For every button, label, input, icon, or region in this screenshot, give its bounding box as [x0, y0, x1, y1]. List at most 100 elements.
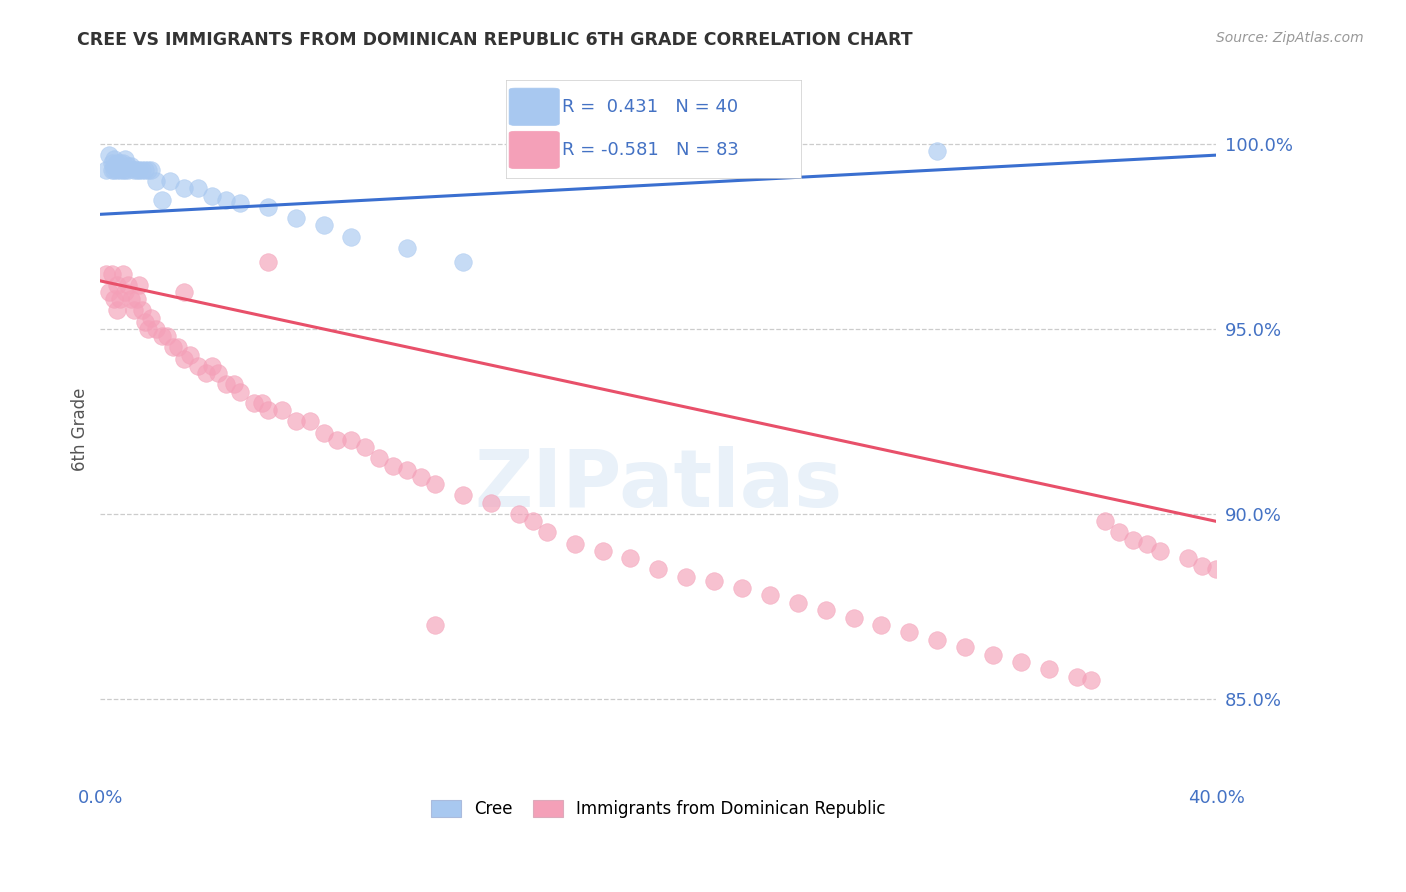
- Point: [786, 596, 808, 610]
- Point: [1010, 655, 1032, 669]
- Point: [536, 525, 558, 540]
- Point: [173, 351, 195, 366]
- Point: [1205, 562, 1227, 576]
- Point: [103, 162, 125, 177]
- Point: [136, 162, 159, 177]
- Point: [125, 293, 148, 307]
- Point: [451, 255, 474, 269]
- Point: [256, 255, 278, 269]
- Point: [117, 162, 139, 177]
- Point: [675, 570, 697, 584]
- Text: R =  0.431   N = 40: R = 0.431 N = 40: [562, 98, 738, 116]
- Point: [250, 396, 273, 410]
- Point: [139, 162, 162, 177]
- Point: [224, 377, 246, 392]
- Point: [103, 159, 125, 173]
- Point: [131, 303, 153, 318]
- Point: [396, 462, 419, 476]
- Point: [111, 155, 134, 169]
- Point: [94, 267, 117, 281]
- Point: [122, 303, 145, 318]
- Point: [100, 162, 122, 177]
- Point: [927, 632, 949, 647]
- Point: [100, 155, 122, 169]
- Point: [1080, 673, 1102, 688]
- Point: [423, 477, 446, 491]
- Point: [108, 293, 131, 307]
- Point: [108, 162, 131, 177]
- Point: [134, 162, 156, 177]
- FancyBboxPatch shape: [509, 131, 560, 169]
- Point: [703, 574, 725, 588]
- Point: [340, 433, 363, 447]
- Point: [128, 277, 150, 292]
- Point: [382, 458, 405, 473]
- Point: [215, 193, 238, 207]
- Point: [103, 293, 125, 307]
- Point: [284, 211, 307, 225]
- Point: [423, 618, 446, 632]
- Legend: Cree, Immigrants from Dominican Republic: Cree, Immigrants from Dominican Republic: [425, 793, 893, 825]
- Point: [117, 277, 139, 292]
- Point: [927, 145, 949, 159]
- Point: [1108, 525, 1130, 540]
- Point: [298, 415, 321, 429]
- Point: [108, 155, 131, 169]
- Point: [159, 174, 181, 188]
- Point: [187, 181, 209, 195]
- Point: [312, 425, 335, 440]
- Point: [354, 441, 377, 455]
- Point: [411, 470, 433, 484]
- Point: [647, 562, 669, 576]
- Point: [167, 341, 190, 355]
- Point: [619, 551, 641, 566]
- Point: [1122, 533, 1144, 547]
- Point: [508, 507, 530, 521]
- Point: [125, 162, 148, 177]
- Point: [201, 359, 224, 373]
- Point: [120, 159, 142, 173]
- Point: [117, 159, 139, 173]
- Point: [1191, 558, 1213, 573]
- Point: [105, 162, 128, 177]
- Point: [128, 162, 150, 177]
- Text: Source: ZipAtlas.com: Source: ZipAtlas.com: [1216, 31, 1364, 45]
- Point: [150, 193, 173, 207]
- Text: R = -0.581   N = 83: R = -0.581 N = 83: [562, 141, 740, 159]
- Point: [340, 229, 363, 244]
- Point: [105, 277, 128, 292]
- Point: [731, 581, 754, 595]
- Text: ZIPatlas: ZIPatlas: [474, 446, 842, 524]
- Point: [94, 162, 117, 177]
- Point: [114, 285, 136, 299]
- Point: [105, 303, 128, 318]
- Point: [522, 514, 544, 528]
- Point: [284, 415, 307, 429]
- Point: [131, 162, 153, 177]
- Point: [842, 610, 865, 624]
- Point: [150, 329, 173, 343]
- Point: [179, 348, 201, 362]
- Point: [156, 329, 179, 343]
- Point: [215, 377, 238, 392]
- Point: [201, 189, 224, 203]
- Point: [229, 196, 252, 211]
- Point: [162, 341, 184, 355]
- Point: [173, 181, 195, 195]
- Point: [122, 162, 145, 177]
- Point: [870, 618, 893, 632]
- Point: [229, 384, 252, 399]
- Point: [100, 267, 122, 281]
- Point: [1066, 670, 1088, 684]
- Point: [981, 648, 1004, 662]
- Text: CREE VS IMMIGRANTS FROM DOMINICAN REPUBLIC 6TH GRADE CORRELATION CHART: CREE VS IMMIGRANTS FROM DOMINICAN REPUBL…: [77, 31, 912, 49]
- Point: [120, 293, 142, 307]
- Point: [145, 322, 167, 336]
- Point: [114, 152, 136, 166]
- Point: [451, 488, 474, 502]
- Point: [368, 451, 391, 466]
- Point: [105, 155, 128, 169]
- Point: [111, 162, 134, 177]
- Point: [953, 640, 976, 654]
- Point: [97, 285, 120, 299]
